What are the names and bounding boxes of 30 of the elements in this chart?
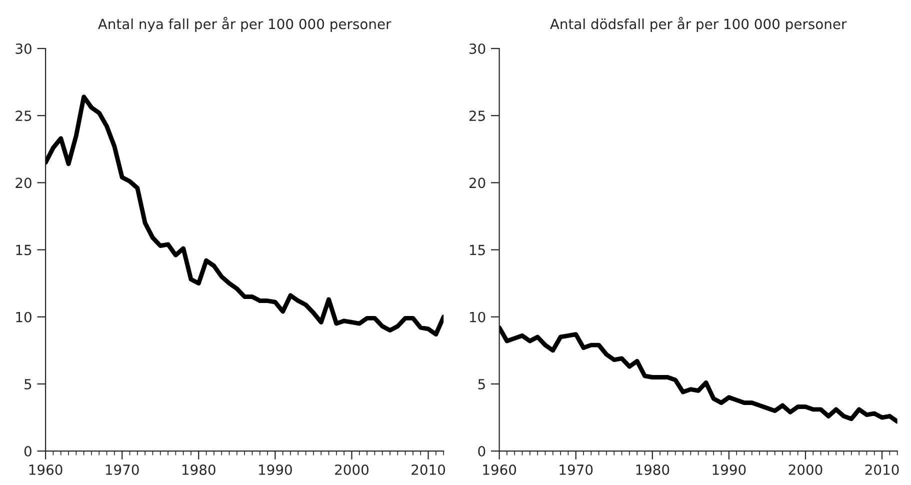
y-tick-label: 10: [470, 312, 486, 322]
chart-title: Antal dödsfall per år per 100 000 personer: [550, 16, 847, 32]
y-tick-label: 30: [16, 43, 32, 54]
x-tick-label: 1960: [29, 464, 62, 475]
x-tick-label: 2010: [412, 464, 446, 475]
y-tick-label: 5: [24, 379, 32, 390]
y-tick-label: 30: [469, 43, 486, 54]
x-tick-label: 1970: [560, 464, 593, 475]
y-tick-label: 0: [478, 446, 486, 457]
y-tick-label: 15: [16, 244, 32, 256]
y-tick-label: 25: [469, 110, 485, 122]
y-tick-label: 15: [470, 244, 485, 256]
x-tick-label: 2010: [865, 464, 899, 475]
y-tick-label: 10: [16, 312, 32, 322]
line-series: [499, 325, 898, 424]
line-series: [46, 94, 444, 337]
chart-title: Antal nya fall per år per 100 000 personer: [98, 16, 392, 32]
y-tick-label: 0: [24, 446, 32, 457]
y-tick-label: 20: [16, 178, 32, 188]
x-tick-label: 1980: [636, 464, 670, 475]
x-tick-label: 1980: [182, 464, 216, 475]
x-tick-label: 2000: [788, 464, 822, 475]
y-tick-label: 5: [478, 379, 485, 390]
x-tick-label: 2000: [335, 464, 368, 475]
x-tick-label: 1990: [712, 464, 746, 475]
x-tick-label: 1990: [259, 464, 292, 475]
y-tick-label: 25: [16, 110, 32, 122]
y-tick-label: 20: [469, 178, 486, 188]
x-tick-label: 1970: [106, 464, 139, 475]
x-tick-label: 1960: [483, 464, 516, 475]
